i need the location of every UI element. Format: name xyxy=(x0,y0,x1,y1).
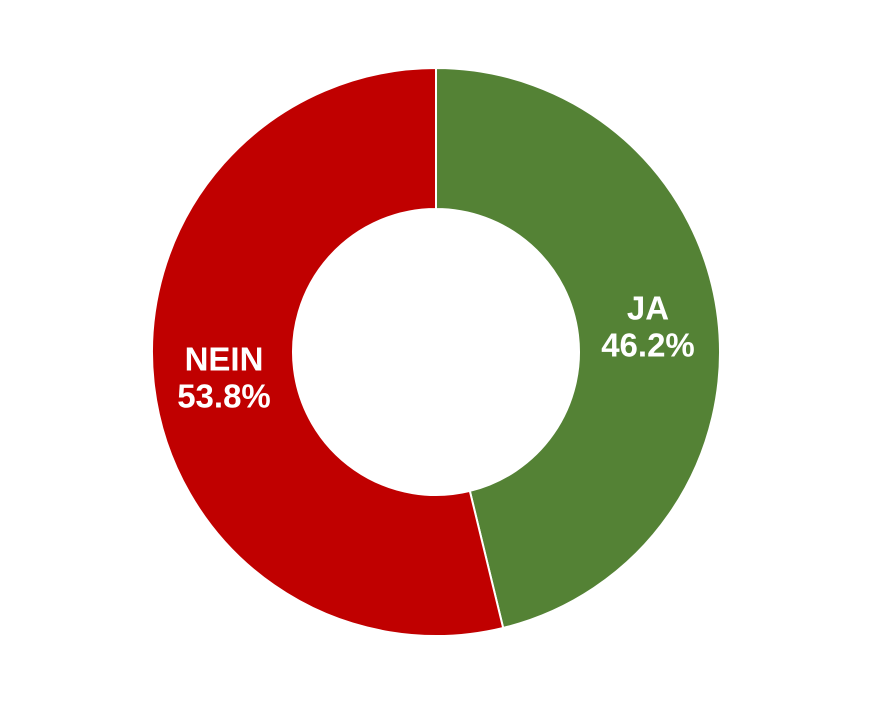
slice-ja xyxy=(435,66,721,630)
slices-layer xyxy=(151,66,721,637)
slice-nein xyxy=(151,66,505,637)
slice-label-ja: JA xyxy=(627,290,669,327)
slice-value-nein: 53.8% xyxy=(177,377,271,414)
slice-value-ja: 46.2% xyxy=(601,327,695,364)
slice-label-nein: NEIN xyxy=(185,340,264,377)
